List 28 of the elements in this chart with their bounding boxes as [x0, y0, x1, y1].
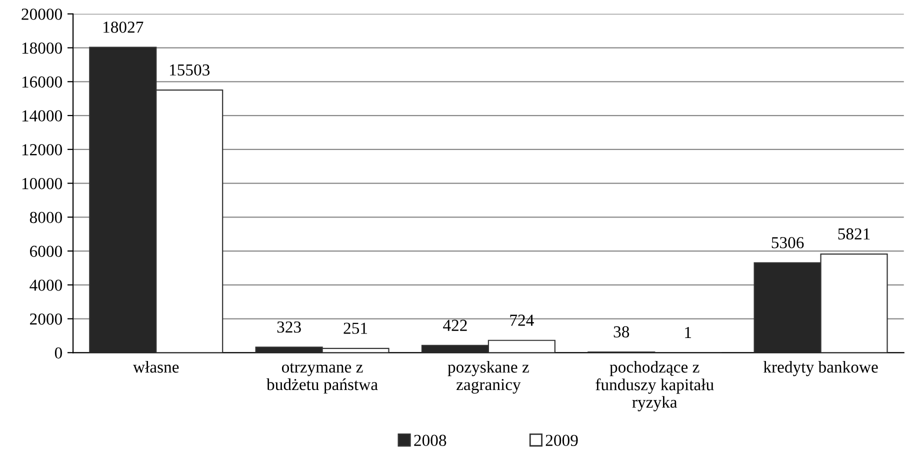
x-tick-label: pochodzące z funduszy kapitału ryzyka	[596, 360, 714, 412]
y-tick-label: 2000	[30, 313, 62, 325]
y-tick-label: 0	[54, 347, 62, 359]
x-tick-label: otrzymane z budżetu państwa	[266, 363, 378, 394]
y-tick-label: 14000	[22, 110, 62, 122]
y-tick-label: 18000	[22, 42, 62, 54]
y-tick-label: 4000	[30, 280, 62, 291]
data-label: 251	[344, 322, 368, 334]
data-label: 18027	[104, 22, 144, 33]
data-label: 5821	[838, 228, 870, 240]
y-tick-label: 10000	[22, 178, 62, 190]
x-tick-label: kredyty bankowe	[763, 360, 878, 376]
data-label: 323	[277, 321, 301, 333]
data-label: 38	[614, 326, 630, 338]
data-label: 1	[685, 326, 692, 338]
y-tick-label: 6000	[30, 246, 62, 257]
x-tick-label: pozyskane z zagranicy	[448, 360, 529, 394]
x-tick-label: własne	[132, 360, 179, 373]
legend-label: 2008	[414, 434, 446, 446]
y-tick-label: 16000	[22, 76, 62, 88]
data-label: 724	[510, 314, 534, 326]
y-tick-label: 12000	[22, 144, 62, 156]
data-label: 422	[443, 320, 467, 331]
y-tick-label: 8000	[30, 212, 62, 224]
data-label: 5306	[772, 237, 804, 248]
data-label: 15503	[170, 64, 210, 76]
legend-label: 2009	[546, 434, 578, 446]
y-tick-label: 20000	[22, 8, 62, 20]
